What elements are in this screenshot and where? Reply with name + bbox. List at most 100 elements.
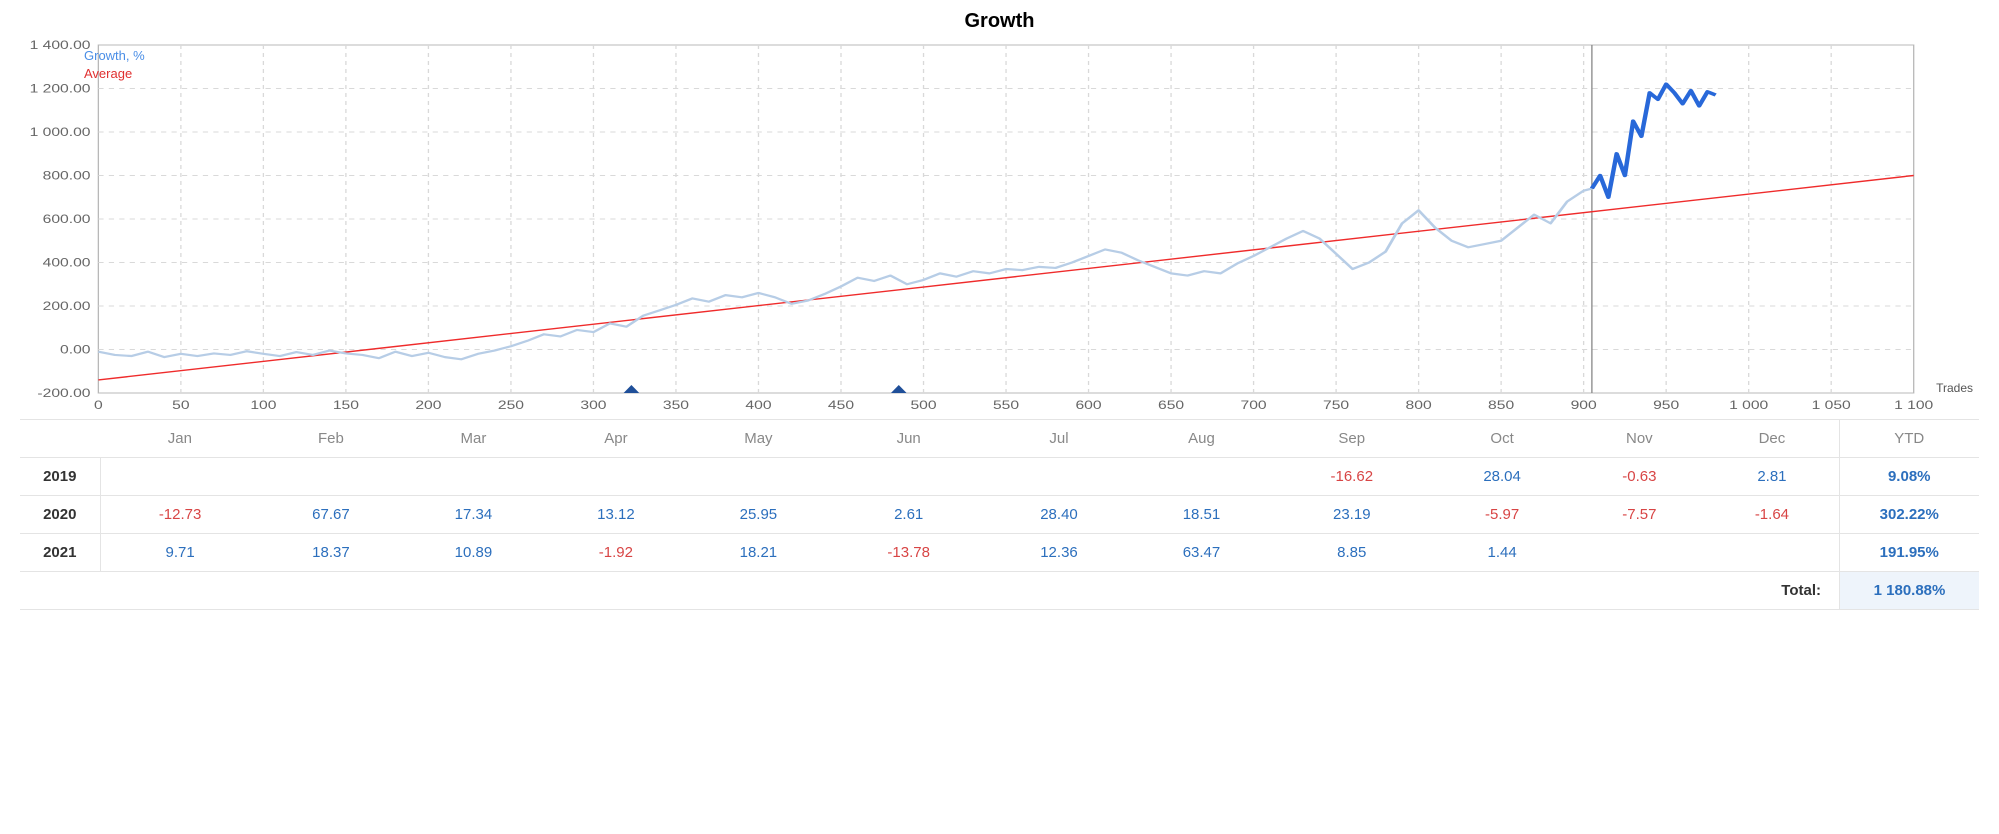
svg-text:1 200.00: 1 200.00 (30, 81, 91, 95)
ytd-head: YTD (1839, 420, 1979, 458)
value-cell: 63.47 (1130, 534, 1272, 572)
value-cell (830, 458, 988, 496)
value-cell (687, 458, 829, 496)
svg-text:200.00: 200.00 (43, 299, 91, 313)
value-cell: -1.92 (545, 534, 687, 572)
svg-text:1 050: 1 050 (1812, 398, 1851, 412)
value-cell: 1.44 (1431, 534, 1573, 572)
svg-text:600.00: 600.00 (43, 212, 91, 226)
svg-text:1 000.00: 1 000.00 (30, 125, 91, 139)
value-cell: -5.97 (1431, 496, 1573, 534)
value-cell (100, 458, 260, 496)
svg-text:100: 100 (250, 398, 276, 412)
value-cell (1573, 534, 1705, 572)
month-head: Aug (1130, 420, 1272, 458)
value-cell (1130, 458, 1272, 496)
month-head: Jun (830, 420, 988, 458)
value-cell: 2.61 (830, 496, 988, 534)
growth-chart: -200.000.00200.00400.00600.00800.001 000… (20, 39, 1979, 419)
svg-text:800.00: 800.00 (43, 168, 91, 182)
value-cell: 18.21 (687, 534, 829, 572)
year-cell: 2019 (20, 458, 100, 496)
value-cell: 18.37 (260, 534, 402, 572)
svg-text:250: 250 (498, 398, 524, 412)
svg-text:0: 0 (94, 398, 103, 412)
month-head: Oct (1431, 420, 1573, 458)
value-cell: 10.89 (402, 534, 544, 572)
svg-text:750: 750 (1323, 398, 1349, 412)
value-cell: 28.04 (1431, 458, 1573, 496)
month-head: May (687, 420, 829, 458)
svg-text:1 100: 1 100 (1894, 398, 1933, 412)
value-cell: 13.12 (545, 496, 687, 534)
svg-text:800: 800 (1406, 398, 1432, 412)
value-cell (260, 458, 402, 496)
month-head: Dec (1705, 420, 1839, 458)
svg-text:300: 300 (580, 398, 606, 412)
svg-text:150: 150 (333, 398, 359, 412)
year-cell: 2020 (20, 496, 100, 534)
legend-growth: Growth, % (84, 47, 145, 65)
total-label: Total: (1763, 572, 1839, 609)
value-cell (988, 458, 1130, 496)
svg-text:1 400.00: 1 400.00 (30, 39, 91, 52)
value-cell: 25.95 (687, 496, 829, 534)
value-cell (545, 458, 687, 496)
ytd-cell: 9.08% (1839, 458, 1979, 496)
value-cell: -1.64 (1705, 496, 1839, 534)
svg-text:-200.00: -200.00 (37, 386, 90, 400)
year-column-head (20, 420, 100, 458)
svg-text:450: 450 (828, 398, 854, 412)
value-cell: 28.40 (988, 496, 1130, 534)
value-cell: -13.78 (830, 534, 988, 572)
value-cell: -0.63 (1573, 458, 1705, 496)
svg-text:650: 650 (1158, 398, 1184, 412)
value-cell (1705, 534, 1839, 572)
month-head: Nov (1573, 420, 1705, 458)
svg-text:400: 400 (745, 398, 771, 412)
value-cell: 67.67 (260, 496, 402, 534)
month-head: Mar (402, 420, 544, 458)
value-cell (402, 458, 544, 496)
month-head: Jan (100, 420, 260, 458)
table-row: 2020-12.7367.6717.3413.1225.952.6128.401… (20, 496, 1979, 534)
svg-text:850: 850 (1488, 398, 1514, 412)
legend-average: Average (84, 65, 145, 83)
returns-table: JanFebMarAprMayJunJulAugSepOctNovDecYTD … (20, 419, 1979, 571)
value-cell: 23.19 (1273, 496, 1431, 534)
svg-text:1 000: 1 000 (1729, 398, 1768, 412)
value-cell: -7.57 (1573, 496, 1705, 534)
table-row: 2019 -16.6228.04-0.632.819.08% (20, 458, 1979, 496)
value-cell: -12.73 (100, 496, 260, 534)
svg-text:550: 550 (993, 398, 1019, 412)
total-row: Total: 1 180.88% (20, 571, 1979, 610)
value-cell: 8.85 (1273, 534, 1431, 572)
svg-text:200: 200 (415, 398, 441, 412)
month-head: Apr (545, 420, 687, 458)
ytd-cell: 302.22% (1839, 496, 1979, 534)
svg-text:50: 50 (172, 398, 190, 412)
value-cell: 12.36 (988, 534, 1130, 572)
chart-title: Growth (20, 10, 1979, 33)
svg-text:500: 500 (910, 398, 936, 412)
ytd-cell: 191.95% (1839, 534, 1979, 572)
svg-text:350: 350 (663, 398, 689, 412)
chart-legend: Growth, % Average (84, 47, 145, 82)
month-head: Sep (1273, 420, 1431, 458)
value-cell: 18.51 (1130, 496, 1272, 534)
value-cell: 17.34 (402, 496, 544, 534)
x-axis-label: Trades (1936, 381, 1973, 395)
svg-text:950: 950 (1653, 398, 1679, 412)
year-cell: 2021 (20, 534, 100, 572)
month-head: Feb (260, 420, 402, 458)
value-cell: 9.71 (100, 534, 260, 572)
table-row: 20219.7118.3710.89-1.9218.21-13.7812.366… (20, 534, 1979, 572)
svg-text:600: 600 (1075, 398, 1101, 412)
month-head: Jul (988, 420, 1130, 458)
svg-text:900: 900 (1571, 398, 1597, 412)
svg-text:700: 700 (1241, 398, 1267, 412)
value-cell: 2.81 (1705, 458, 1839, 496)
value-cell: -16.62 (1273, 458, 1431, 496)
total-value: 1 180.88% (1839, 572, 1979, 609)
table-header-row: JanFebMarAprMayJunJulAugSepOctNovDecYTD (20, 420, 1979, 458)
